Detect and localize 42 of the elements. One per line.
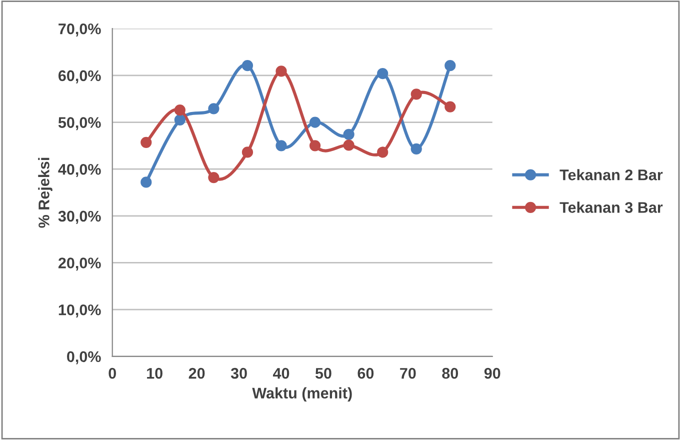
x-tick-label: 90 — [484, 368, 500, 379]
y-tick-label: 70,0% — [58, 23, 101, 36]
point — [343, 140, 354, 151]
y-axis-title: % Rejeksi — [38, 158, 52, 228]
legend-label: Tekanan 3 Bar — [560, 202, 663, 213]
point — [242, 146, 254, 158]
x-tick-label: 50 — [315, 368, 332, 379]
point — [410, 88, 422, 100]
y-tick-label: 20,0% — [58, 258, 101, 271]
y-tick-label: 60,0% — [58, 70, 101, 84]
point — [208, 103, 220, 114]
y-tick-label: 50,0% — [58, 117, 101, 130]
x-tick-label: 40 — [272, 368, 290, 379]
point — [242, 60, 254, 72]
point — [309, 116, 321, 128]
point — [174, 104, 186, 116]
point — [444, 60, 456, 72]
x-tick-label: 0 — [108, 368, 116, 379]
y-tick-label: 30,0% — [58, 210, 101, 224]
point — [343, 128, 354, 140]
point — [309, 140, 321, 152]
x-axis-title: Waktu (menit) — [252, 387, 352, 402]
x-tick-label: 70 — [400, 368, 416, 379]
point — [444, 101, 456, 112]
legend-label: Tekanan 2 Bar — [560, 169, 663, 180]
point — [174, 114, 186, 126]
y-tick-label: 10,0% — [58, 304, 101, 318]
point — [140, 136, 152, 148]
point — [410, 143, 422, 155]
point — [276, 140, 287, 152]
point — [377, 68, 388, 80]
point — [208, 172, 220, 184]
x-tick-label: 60 — [358, 368, 374, 379]
y-tick-label: 0,0% — [67, 351, 101, 364]
point — [140, 176, 152, 188]
x-tick-label: 10 — [147, 368, 162, 379]
point — [377, 146, 388, 158]
x-tick-label: 80 — [442, 368, 458, 379]
point — [276, 66, 287, 77]
x-tick-label: 30 — [230, 368, 247, 379]
y-tick-label: 40,0% — [58, 164, 101, 177]
x-tick-label: 20 — [188, 368, 205, 379]
